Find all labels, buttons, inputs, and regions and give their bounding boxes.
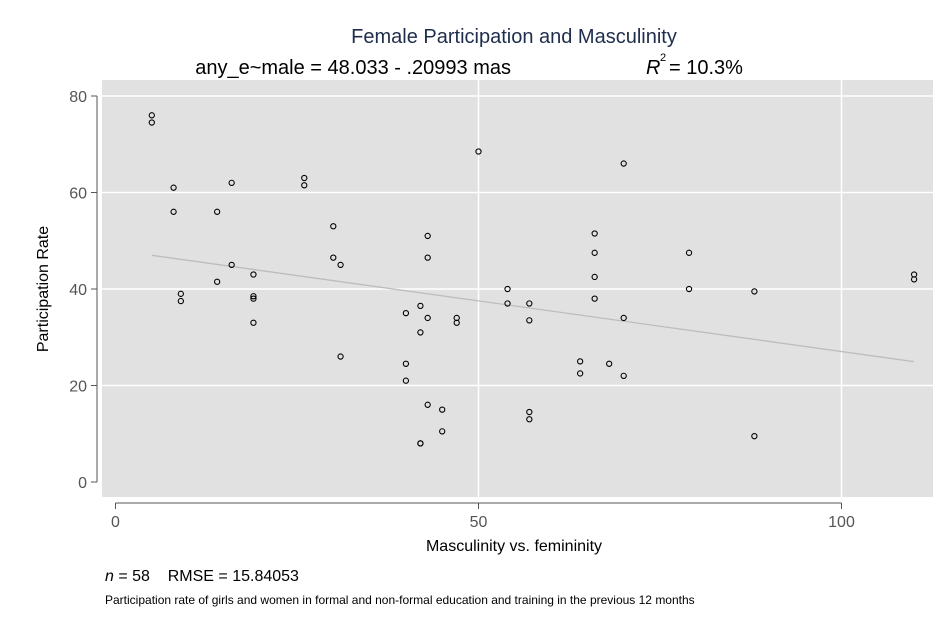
data-point xyxy=(213,278,221,285)
data-point xyxy=(148,112,155,119)
fit-statistics: n = 58 RMSE = 15.84053 xyxy=(105,568,299,586)
data-point xyxy=(417,440,424,447)
data-point xyxy=(504,285,511,293)
data-points xyxy=(148,112,918,447)
chart-title: Female Participation and Masculinity xyxy=(351,26,677,48)
data-point xyxy=(417,329,424,336)
data-point xyxy=(250,319,257,326)
y-axis-label: Participation Rate xyxy=(35,226,52,352)
x-tick-label: 0 xyxy=(111,514,120,531)
data-point xyxy=(424,254,431,261)
data-point xyxy=(424,232,431,240)
data-point xyxy=(213,208,221,215)
data-point xyxy=(591,273,598,281)
data-point xyxy=(170,184,177,191)
data-point xyxy=(526,300,533,307)
data-point xyxy=(250,293,257,300)
data-point xyxy=(439,406,446,413)
y-tick-label: 20 xyxy=(69,379,87,396)
data-point xyxy=(475,148,482,155)
data-point xyxy=(526,416,533,423)
data-point xyxy=(685,249,693,256)
data-point xyxy=(576,370,584,377)
chart-caption: Participation rate of girls and women in… xyxy=(105,593,695,607)
data-point xyxy=(330,254,337,261)
data-point xyxy=(250,271,257,278)
data-point xyxy=(228,179,235,186)
data-point xyxy=(402,309,410,317)
data-point xyxy=(337,261,344,269)
data-point xyxy=(620,314,627,322)
y-tick-label: 0 xyxy=(78,475,87,492)
data-point xyxy=(591,295,598,302)
data-point xyxy=(751,433,758,440)
chart-subtitle-r2-label: R xyxy=(646,57,660,79)
data-point xyxy=(606,360,613,367)
data-point xyxy=(591,230,598,237)
data-point xyxy=(177,297,184,305)
n-value: = 58 xyxy=(118,568,150,585)
data-point xyxy=(402,360,410,367)
y-tick-label: 60 xyxy=(69,186,87,203)
n-label: n xyxy=(105,568,114,585)
data-point xyxy=(591,249,598,256)
data-point xyxy=(250,295,257,302)
data-point xyxy=(439,428,446,435)
data-point xyxy=(424,314,431,322)
data-point xyxy=(620,372,627,379)
data-point xyxy=(417,302,424,310)
x-tick-label: 100 xyxy=(828,514,855,531)
data-point xyxy=(177,290,184,297)
data-point xyxy=(576,358,584,365)
data-point xyxy=(301,174,308,182)
data-point xyxy=(301,182,308,189)
data-point xyxy=(424,401,431,408)
chart-subtitle-r2-value: = 10.3% xyxy=(669,57,743,79)
chart-subtitle-r2-superscript: 2 xyxy=(660,52,666,64)
data-point xyxy=(170,208,177,215)
x-tick-label: 50 xyxy=(470,514,488,531)
y-tick-label: 80 xyxy=(69,89,87,106)
data-point xyxy=(526,317,533,324)
data-point xyxy=(751,288,758,295)
data-point xyxy=(504,300,511,307)
data-point xyxy=(620,160,627,167)
rmse-value: RMSE = 15.84053 xyxy=(167,568,299,585)
data-point xyxy=(330,223,337,230)
data-point xyxy=(402,377,410,384)
data-point xyxy=(526,408,533,416)
x-axis-label: Masculinity vs. femininity xyxy=(426,538,602,555)
gridlines xyxy=(102,80,933,497)
data-point xyxy=(337,353,344,360)
axes: 0 20 40 60 80 0 50 100 xyxy=(69,89,855,531)
chart-subtitle-equation: any_e~male = 48.033 - .20993 mas xyxy=(195,57,511,79)
data-point xyxy=(148,119,155,126)
data-point xyxy=(685,285,693,293)
data-point xyxy=(228,261,235,269)
data-point xyxy=(453,319,460,326)
y-tick-label: 40 xyxy=(69,282,87,299)
regression-fit-line xyxy=(151,254,915,363)
data-point xyxy=(910,276,918,283)
